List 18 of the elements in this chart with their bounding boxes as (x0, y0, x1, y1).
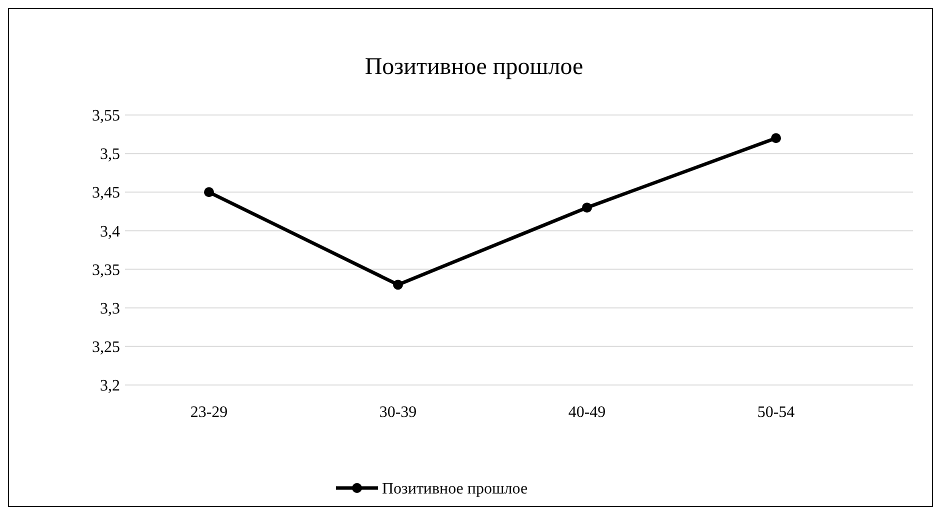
chart-title: Позитивное прошлое (364, 54, 584, 80)
y-tick-label: 3,35 (92, 262, 120, 279)
y-tick-label: 3,5 (100, 146, 120, 164)
point (393, 280, 403, 290)
x-tick-label: 23-29 (190, 404, 228, 421)
y-tick-label: 3,4 (100, 223, 120, 240)
x-tick-label: 40-49 (568, 404, 606, 421)
point (204, 187, 214, 198)
y-tick-label: 3,45 (92, 184, 120, 202)
y-tick-label: 3,25 (92, 339, 120, 356)
point (771, 133, 781, 144)
x-tick-label: 50-54 (757, 404, 795, 421)
x-tick-label: 30-39 (379, 404, 417, 421)
legend-label: Позитивное прошлое (382, 480, 528, 498)
y-tick-label: 3,55 (92, 108, 120, 125)
y-tick-label: 3,2 (100, 378, 120, 395)
y-tick-label: 3,3 (100, 300, 120, 318)
point (582, 202, 592, 213)
